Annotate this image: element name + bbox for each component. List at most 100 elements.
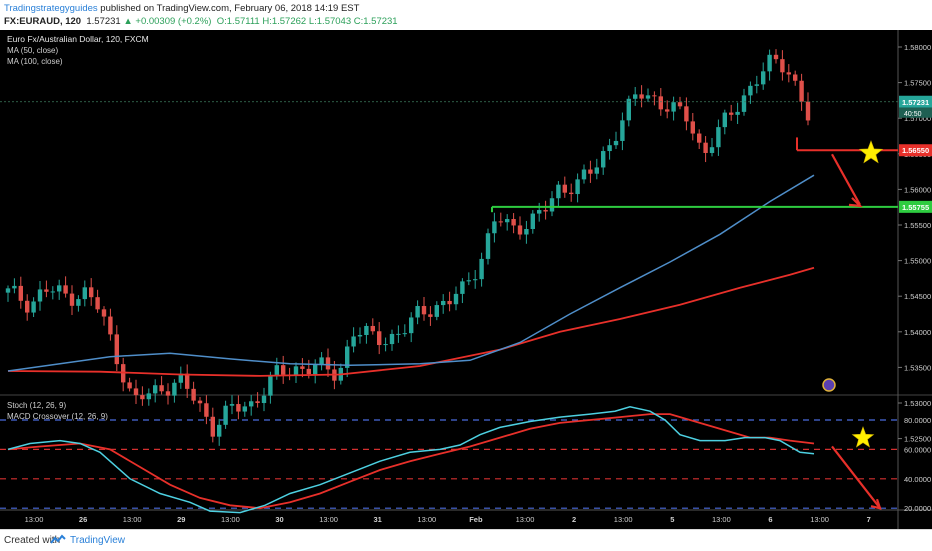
symbol-label[interactable]: FX:EURAUD, 120	[4, 16, 82, 27]
oscillator-tick-label: 60.0000	[904, 445, 931, 454]
candle-body	[274, 365, 279, 375]
close-label: C:	[353, 16, 364, 27]
candle-body	[690, 121, 695, 134]
candle-body	[613, 140, 619, 146]
candle-body	[300, 366, 305, 369]
candle-body	[217, 424, 222, 437]
candle-body	[773, 54, 779, 60]
candle-body	[44, 289, 49, 292]
candle-body	[249, 401, 254, 407]
candle-body	[82, 287, 87, 300]
macd-line	[7, 413, 815, 510]
candle-body	[319, 357, 324, 365]
candle-body	[402, 333, 407, 335]
time-tick-label: 13:00	[221, 515, 240, 524]
candle-body	[479, 258, 484, 280]
publisher-link[interactable]: Tradingstrategyguides	[4, 3, 98, 14]
candle-body	[767, 54, 772, 72]
chart-canvas[interactable]: 1.580001.575001.570001.565001.560001.555…	[0, 30, 932, 529]
trend-arrow-sub	[831, 445, 881, 509]
candle-body	[511, 219, 516, 226]
candle-body	[63, 285, 68, 294]
candle-body	[345, 346, 350, 368]
candle-body	[549, 198, 555, 212]
oscillator-legend[interactable]: MACD Crossover (12, 26, 9)	[7, 412, 108, 421]
price-tick-label: 1.57000	[904, 114, 931, 123]
candle-body	[389, 333, 395, 345]
candle-body	[793, 74, 798, 81]
candle-body	[729, 112, 734, 115]
time-tick-label: 13:00	[123, 515, 142, 524]
candle-body	[31, 301, 36, 313]
up-arrow-icon: ▲	[123, 16, 133, 27]
time-tick-label: 29	[177, 515, 185, 524]
price-tick-label: 1.55000	[904, 257, 931, 266]
candle-body	[447, 300, 452, 305]
time-tick-label: 13:00	[614, 515, 633, 524]
candle-body	[709, 147, 715, 153]
candle-body	[498, 221, 503, 223]
candle-body	[569, 192, 574, 195]
candle-body	[114, 334, 119, 365]
candle-body	[89, 287, 94, 298]
time-tick-label: 13:00	[810, 515, 829, 524]
candle-body	[223, 405, 228, 425]
candle-body	[178, 373, 183, 383]
candle-body	[581, 169, 587, 180]
indicator-legend[interactable]: MA (50, close)	[7, 46, 58, 55]
candle-body	[594, 167, 599, 174]
candle-body	[242, 406, 247, 412]
price-tick-label: 1.57500	[904, 79, 931, 88]
time-tick-label: Feb	[469, 515, 483, 524]
high-label: H:	[262, 16, 272, 27]
open-value: 1.57111	[226, 16, 260, 27]
price-tick-label: 1.56000	[904, 185, 931, 194]
candle-body	[639, 94, 644, 99]
candle-body	[799, 80, 804, 102]
candle-body	[76, 299, 81, 306]
candle-body	[677, 102, 683, 107]
open-label: O:	[216, 16, 227, 27]
candle-body	[172, 382, 177, 396]
candle-body	[261, 395, 267, 404]
candle-body	[325, 357, 331, 370]
candle-body	[665, 109, 670, 112]
stoch-line	[7, 406, 815, 514]
pane-title: Euro Fx/Australian Dollar, 120, FXCM	[7, 34, 149, 44]
candle-body	[466, 280, 471, 282]
time-tick-label: 6	[768, 515, 772, 524]
candle-body	[18, 285, 23, 301]
time-tick-label: 7	[867, 515, 871, 524]
indicator-legend[interactable]: MA (100, close)	[7, 57, 63, 66]
time-tick-label: 5	[670, 515, 674, 524]
candle-body	[255, 401, 260, 404]
candle-body	[543, 210, 548, 212]
candle-body	[229, 404, 235, 406]
candle-body	[748, 85, 753, 96]
candle-body	[377, 331, 382, 346]
candle-body	[658, 96, 663, 110]
candle-body	[645, 95, 651, 99]
candle-body	[197, 400, 203, 404]
tradingview-logo-icon	[50, 534, 66, 544]
candle-body	[146, 393, 151, 400]
time-tick-label: 31	[374, 515, 382, 524]
candle-body	[473, 279, 478, 281]
candle-body	[703, 142, 708, 153]
candle-body	[492, 221, 497, 234]
candle-body	[313, 364, 318, 375]
candle-body	[69, 293, 75, 306]
globe-icon[interactable]	[822, 378, 836, 392]
created-with-text: Created with	[4, 535, 61, 546]
candle-body	[306, 368, 311, 375]
oscillator-legend[interactable]: Stoch (12, 26, 9)	[7, 401, 66, 410]
price-badge-label: 1.57231	[902, 98, 929, 107]
candle-body	[761, 71, 766, 85]
countdown-badge	[899, 107, 932, 118]
candle-body	[671, 102, 676, 112]
candle-body	[165, 391, 171, 396]
candle-body	[12, 285, 17, 289]
price-tick-label: 1.58000	[904, 43, 931, 52]
time-tick-label: 13:00	[417, 515, 436, 524]
tradingview-link[interactable]: TradingView	[70, 535, 126, 546]
